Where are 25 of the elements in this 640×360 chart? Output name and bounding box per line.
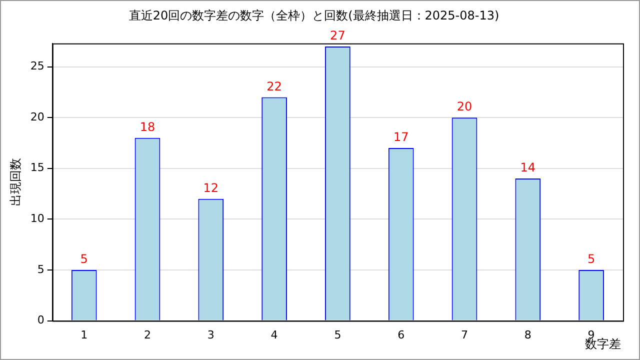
x-tick-label: 8 [524,328,532,342]
y-tick-label: 15 [30,161,44,174]
x-tick-label: 4 [270,328,278,342]
x-tick-label: 3 [207,328,214,342]
data-label: 27 [330,28,346,43]
x-tick-label: 6 [398,328,405,342]
data-label: 14 [520,160,536,175]
y-tick-label: 0 [37,314,44,327]
data-label: 5 [587,252,596,266]
chart-title: 直近20回の数字差の数字（全枠）と回数(最終抽選日：2025-08-13) [128,8,500,22]
data-label: 12 [203,180,219,195]
data-label: 18 [140,120,156,134]
y-axis-title: 出現回数 [8,158,22,206]
data-label: 17 [393,130,409,144]
x-tick-label: 5 [334,328,342,342]
x-tick-label: 1 [80,328,88,342]
x-tick-label: 7 [461,328,468,342]
data-label: 22 [266,79,282,94]
y-tick-label: 25 [30,60,44,73]
data-label: 5 [80,252,88,266]
x-tick-label: 2 [144,328,151,342]
y-tick-label: 10 [30,212,44,226]
y-tick-label: 5 [37,262,44,276]
y-tick-label: 20 [30,110,44,124]
data-label: 20 [456,100,472,114]
